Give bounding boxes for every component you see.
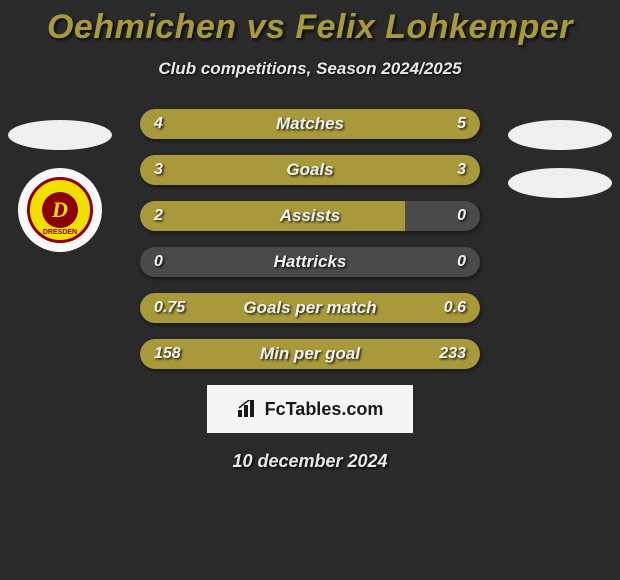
stat-value-right: 5: [457, 109, 466, 139]
stat-value-right: 0: [457, 201, 466, 231]
stat-label: Goals per match: [140, 293, 480, 323]
left-player-ellipse: [8, 120, 112, 150]
stat-label: Min per goal: [140, 339, 480, 369]
stat-value-right: 0: [457, 247, 466, 277]
stat-label: Hattricks: [140, 247, 480, 277]
stat-value-right: 233: [439, 339, 466, 369]
stat-bar: 2Assists0: [140, 201, 480, 231]
stat-label: Matches: [140, 109, 480, 139]
left-club-badge: D DRESDEN: [18, 168, 102, 252]
right-player-ellipse-2: [508, 168, 612, 198]
date-text: 10 december 2024: [0, 451, 620, 472]
stat-bar: 158Min per goal233: [140, 339, 480, 369]
fctables-logo: FcTables.com: [207, 385, 413, 433]
stat-bar: 0.75Goals per match0.6: [140, 293, 480, 323]
club-letter: D: [42, 192, 78, 228]
stat-bar: 0Hattricks0: [140, 247, 480, 277]
stat-bar: 3Goals3: [140, 155, 480, 185]
stat-bar: 4Matches5: [140, 109, 480, 139]
stat-value-right: 0.6: [444, 293, 466, 323]
bar-chart-icon: [237, 400, 259, 418]
stats-bars: 4Matches53Goals32Assists00Hattricks00.75…: [140, 109, 480, 369]
logo-text: FcTables.com: [265, 399, 384, 420]
right-player-badges: [500, 120, 620, 216]
stat-label: Assists: [140, 201, 480, 231]
season-subtitle: Club competitions, Season 2024/2025: [0, 59, 620, 79]
left-player-badges: D DRESDEN: [0, 120, 120, 252]
stat-label: Goals: [140, 155, 480, 185]
right-player-ellipse-1: [508, 120, 612, 150]
club-text-bottom: DRESDEN: [30, 229, 90, 236]
stat-value-right: 3: [457, 155, 466, 185]
page-title: Oehmichen vs Felix Lohkemper: [0, 8, 620, 47]
